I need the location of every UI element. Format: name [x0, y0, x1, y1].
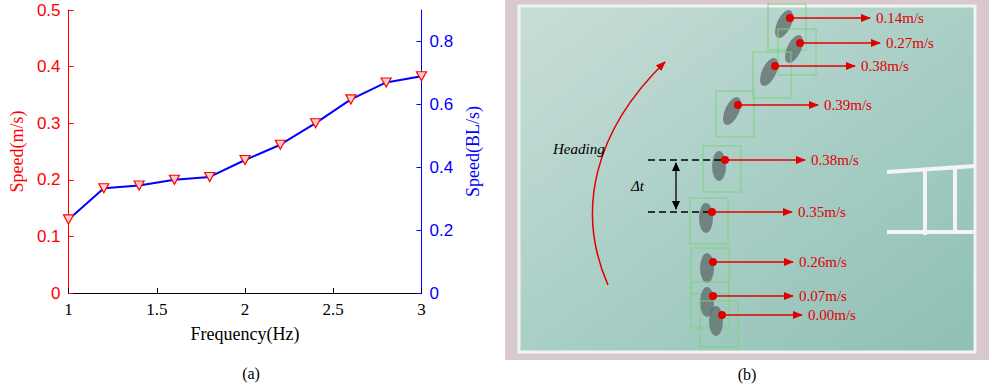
svg-text:Speed(BL/s): Speed(BL/s): [463, 106, 484, 197]
svg-text:0: 0: [429, 284, 438, 303]
svg-text:2: 2: [241, 300, 250, 319]
svg-text:0.00m/s: 0.00m/s: [808, 307, 856, 323]
svg-text:(a): (a): [242, 365, 260, 383]
svg-text:0.6: 0.6: [429, 95, 453, 114]
svg-text:0.2: 0.2: [37, 170, 61, 189]
svg-text:0.38m/s: 0.38m/s: [861, 58, 909, 74]
svg-text:Heading: Heading: [552, 141, 605, 157]
svg-text:0.27m/s: 0.27m/s: [886, 35, 934, 51]
svg-text:0.5: 0.5: [37, 1, 61, 20]
svg-text:Δt: Δt: [630, 178, 645, 194]
svg-text:0.14m/s: 0.14m/s: [876, 10, 924, 26]
svg-text:0.39m/s: 0.39m/s: [824, 97, 872, 113]
svg-text:0.8: 0.8: [429, 32, 453, 51]
svg-text:0: 0: [51, 284, 60, 303]
svg-text:Speed(m/s): Speed(m/s): [7, 111, 28, 193]
svg-text:(b): (b): [738, 366, 757, 384]
svg-text:0.2: 0.2: [429, 221, 453, 240]
svg-text:0.35m/s: 0.35m/s: [798, 204, 846, 220]
svg-text:0.4: 0.4: [37, 57, 61, 76]
svg-text:1.5: 1.5: [146, 300, 167, 319]
svg-text:3: 3: [417, 300, 426, 319]
svg-text:1: 1: [64, 300, 73, 319]
svg-text:0.07m/s: 0.07m/s: [799, 288, 847, 304]
svg-text:0.4: 0.4: [429, 158, 453, 177]
svg-text:0.26m/s: 0.26m/s: [799, 254, 847, 270]
svg-text:0.3: 0.3: [37, 114, 61, 133]
svg-text:2.5: 2.5: [323, 300, 344, 319]
svg-text:0.1: 0.1: [37, 227, 61, 246]
svg-text:0.38m/s: 0.38m/s: [811, 152, 859, 168]
svg-text:Frequency(Hz): Frequency(Hz): [191, 324, 300, 345]
